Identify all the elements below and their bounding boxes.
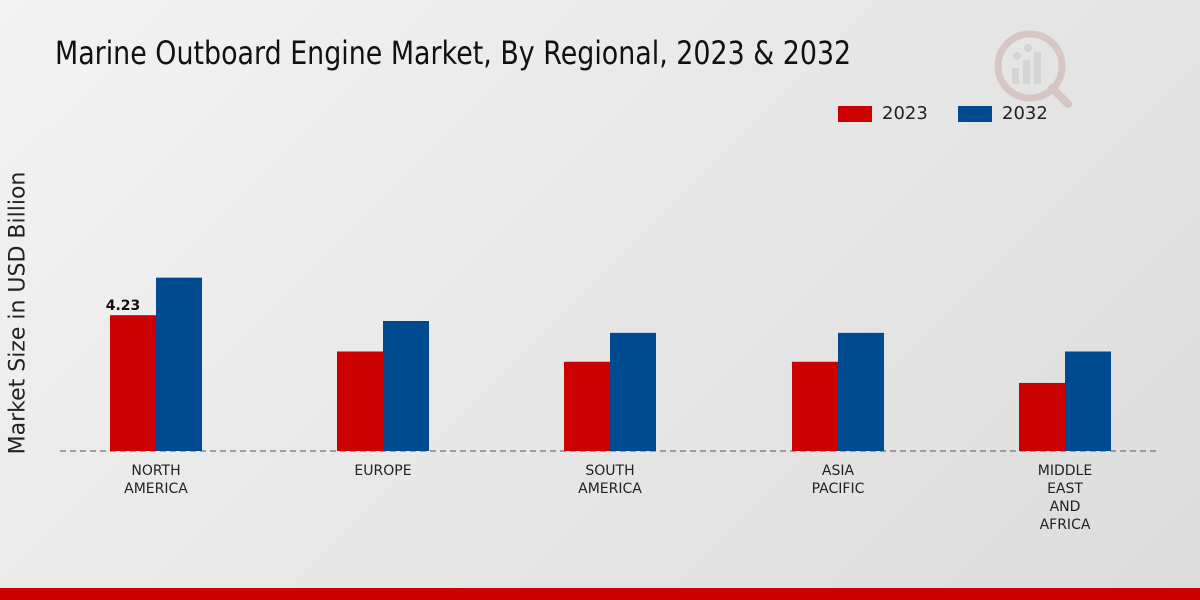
- legend-swatch-2023: [838, 105, 872, 122]
- bar-2032-0: [156, 277, 202, 451]
- x-tick-label-2: SOUTH AMERICA: [578, 463, 642, 497]
- bar-2032-2: [610, 332, 656, 451]
- legend-label-2032: 2032: [1002, 103, 1048, 124]
- bar-2032-1: [383, 320, 429, 451]
- market-research-logo-icon: [994, 30, 1072, 108]
- x-tick-label-0: NORTH AMERICA: [124, 463, 188, 497]
- bar-2023-0: [110, 315, 156, 451]
- legend-item-2032: 2032: [958, 103, 1048, 124]
- bar-2023-2: [564, 361, 610, 451]
- x-tick-label-4: MIDDLE EAST AND AFRICA: [1037, 463, 1093, 533]
- legend-label-2023: 2023: [882, 103, 928, 124]
- x-tick-label-1: EUROPE: [354, 463, 412, 479]
- bar-2023-1: [337, 351, 383, 451]
- chart-title: Marine Outboard Engine Market, By Region…: [55, 34, 852, 72]
- legend-item-2023: 2023: [838, 103, 928, 124]
- bar-2032-4: [1065, 351, 1111, 451]
- data-label-0: 4.23: [106, 298, 141, 314]
- bar-2023-4: [1019, 382, 1065, 451]
- x-tick-label-3: ASIA PACIFIC: [811, 463, 865, 497]
- legend-swatch-2032: [958, 105, 992, 122]
- bar-2032-3: [838, 332, 884, 451]
- bottom-accent-band: [0, 588, 1200, 600]
- bar-2023-3: [792, 361, 838, 451]
